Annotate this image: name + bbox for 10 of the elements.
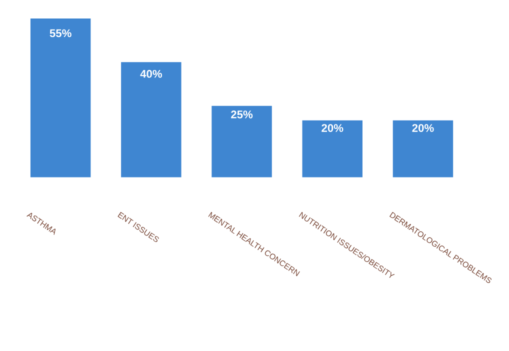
bar bbox=[391, 119, 454, 178]
data-label: 25% bbox=[231, 110, 253, 118]
data-label: 55% bbox=[50, 29, 72, 38]
data-label: 40% bbox=[140, 70, 162, 78]
bar bbox=[29, 17, 92, 178]
bar bbox=[300, 119, 364, 178]
data-label: 20% bbox=[412, 124, 434, 132]
bar bbox=[210, 104, 274, 178]
data-label: 20% bbox=[322, 124, 344, 132]
bar bbox=[120, 60, 183, 178]
